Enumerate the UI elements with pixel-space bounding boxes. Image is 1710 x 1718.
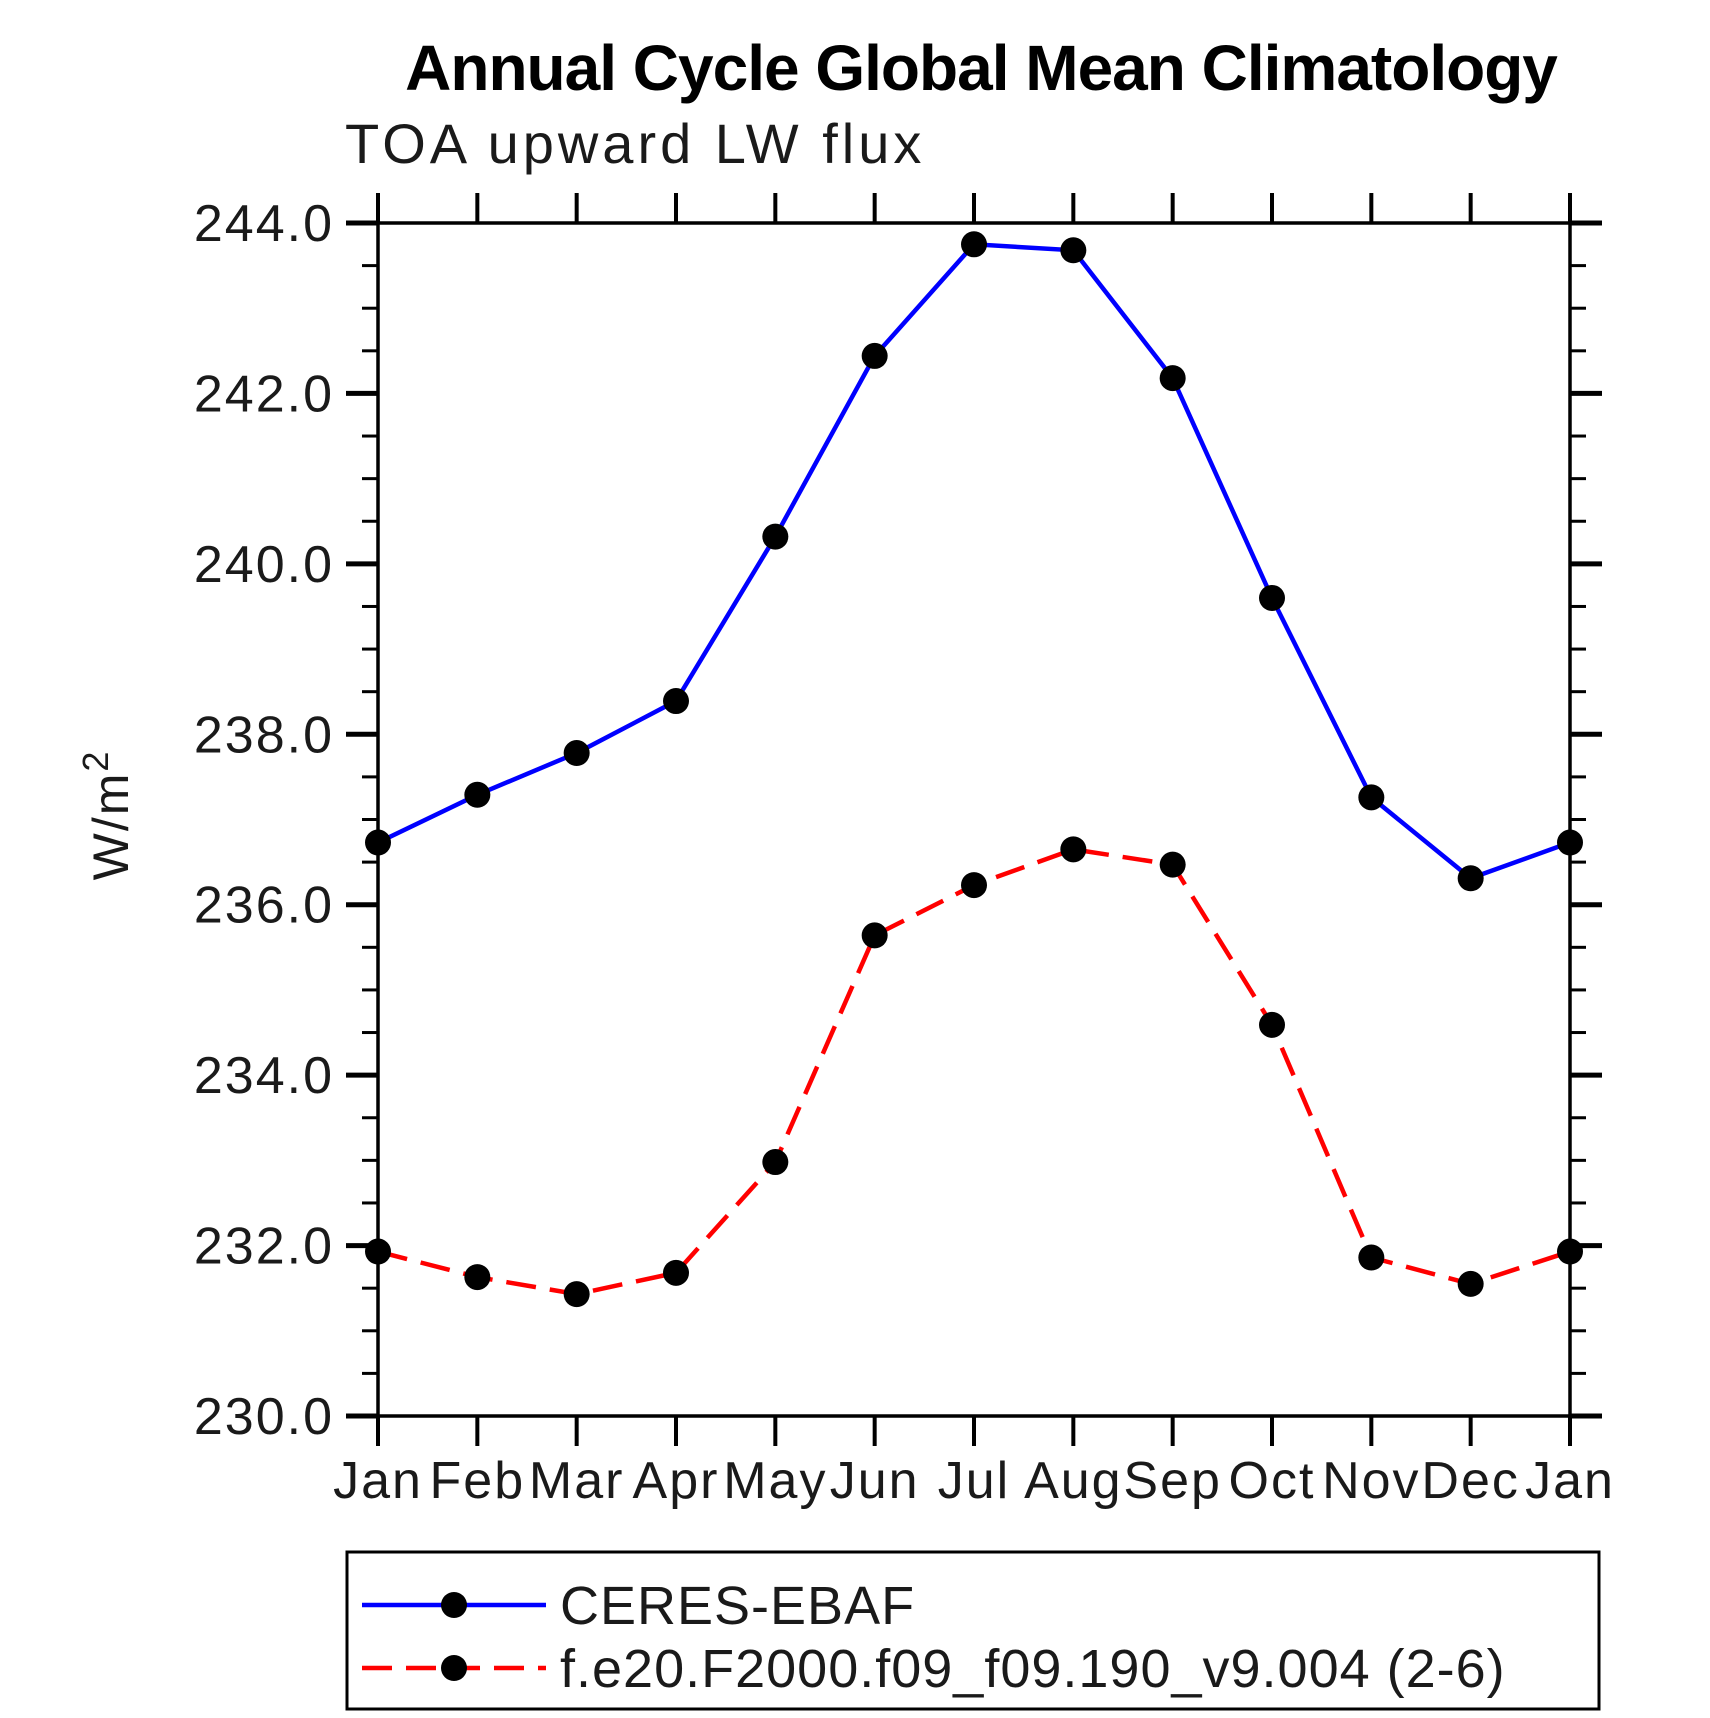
x-tick-label: Jan [333, 1452, 423, 1510]
data-point-marker [961, 231, 987, 258]
series-0 [365, 231, 1583, 892]
legend-label-model-run: f.e20.F2000.f09_f09.190_v9.004 (2-6) [560, 1639, 1506, 1699]
data-point-marker [1557, 829, 1583, 856]
y-axis-unit-exponent: 2 [75, 750, 116, 772]
data-point-marker [663, 1259, 689, 1286]
series-group [365, 231, 1583, 1308]
legend: CERES-EBAF f.e20.F2000.f09_f09.190_v9.00… [345, 1550, 1601, 1711]
data-point-marker [1259, 1011, 1285, 1038]
x-tick-label: May [723, 1452, 827, 1510]
x-tick-label: Apr [633, 1452, 720, 1510]
x-tick-label: Jun [830, 1452, 920, 1510]
data-point-marker [663, 688, 689, 715]
data-point-marker [762, 523, 789, 550]
data-point-marker [1457, 865, 1484, 892]
series-1-line [377, 847, 1571, 1297]
legend-marker-circle [441, 1592, 467, 1618]
y-tick-label: 234.0 [194, 1047, 334, 1105]
data-point-marker [861, 922, 888, 949]
x-tick-label: Oct [1229, 1452, 1316, 1510]
y-tick-label: 232.0 [194, 1218, 334, 1276]
x-tick-label: Feb [430, 1452, 526, 1510]
x-tick-label: Jul [938, 1452, 1010, 1510]
data-point-marker [464, 781, 491, 808]
x-tick-label: Nov [1322, 1452, 1420, 1510]
data-point-marker [961, 872, 987, 899]
data-point-marker [365, 1238, 391, 1265]
data-point-marker [1159, 365, 1186, 392]
data-point-marker [563, 740, 590, 767]
axis-ticks-group [346, 193, 1602, 1446]
x-tick-label: Dec [1421, 1452, 1519, 1510]
chart-title: Annual Cycle Global Mean Climatology [405, 32, 1558, 104]
y-tick-label: 242.0 [194, 365, 334, 423]
data-point-marker [762, 1149, 789, 1176]
chart-subtitle: TOA upward LW flux [345, 112, 925, 175]
data-point-marker [1358, 1244, 1385, 1271]
series-1 [365, 836, 1583, 1308]
legend-marker-circle [441, 1655, 467, 1681]
axis-tick-labels-group: Jan Feb Mar Apr May Jun Jul Aug Sep Oct Nov Dec Jan2… [194, 195, 1615, 1510]
data-point-marker [563, 1281, 590, 1308]
data-point-marker [1060, 237, 1087, 264]
data-point-marker [1358, 784, 1385, 811]
data-point-marker [861, 342, 888, 369]
y-axis-unit-label: W/m2 [75, 750, 139, 881]
legend-entry-model-run: f.e20.F2000.f09_f09.190_v9.004 (2-6) [362, 1639, 1506, 1699]
data-point-marker [1159, 851, 1186, 878]
data-point-marker [1259, 584, 1285, 611]
plot-frame [376, 221, 1572, 1418]
y-tick-label: 230.0 [194, 1388, 334, 1446]
y-tick-label: 238.0 [194, 706, 334, 764]
x-tick-label: Sep [1123, 1452, 1222, 1510]
y-tick-label: 240.0 [194, 536, 334, 594]
data-point-marker [1457, 1270, 1484, 1297]
data-point-marker [1060, 836, 1087, 863]
x-tick-label: Mar [529, 1452, 625, 1510]
data-point-marker [365, 829, 391, 856]
data-point-marker [1557, 1238, 1583, 1265]
legend-label-ceres-ebaf: CERES-EBAF [560, 1576, 915, 1636]
legend-entry-ceres-ebaf: CERES-EBAF [362, 1576, 915, 1636]
legend-box [345, 1550, 1601, 1711]
data-point-marker [464, 1264, 491, 1291]
y-tick-label: 236.0 [194, 877, 334, 935]
y-tick-label: 244.0 [194, 195, 334, 253]
x-tick-label: Aug [1024, 1452, 1123, 1510]
x-tick-label: Jan [1525, 1452, 1615, 1510]
series-0-line [377, 241, 1571, 881]
y-axis-unit-base: W/m [83, 772, 139, 881]
